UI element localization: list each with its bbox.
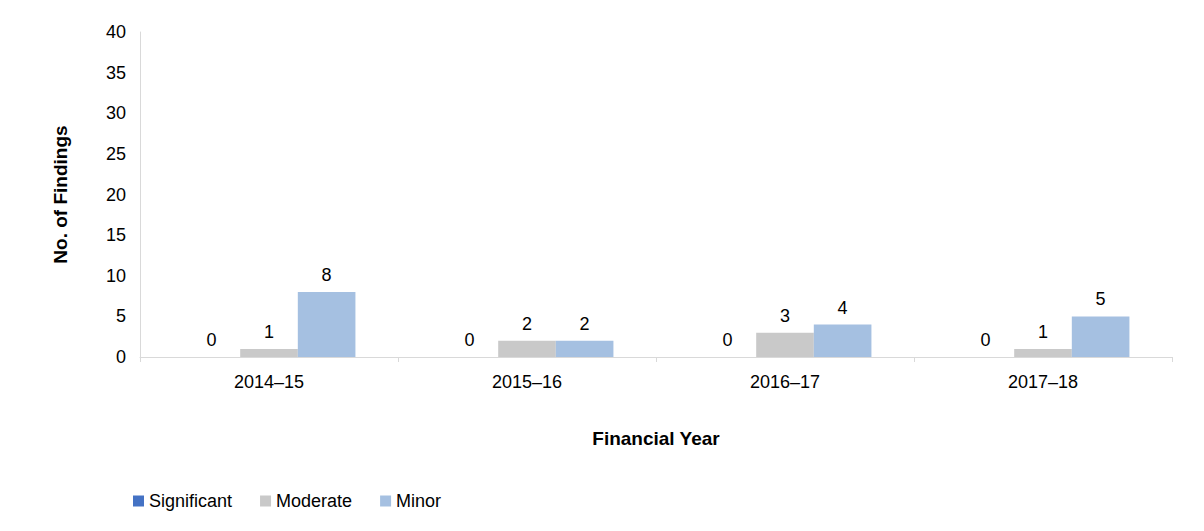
svg-text:1: 1	[1038, 322, 1048, 342]
svg-text:1: 1	[264, 322, 274, 342]
svg-text:No. of Findings: No. of Findings	[50, 125, 71, 263]
svg-text:Financial Year: Financial Year	[592, 428, 720, 449]
svg-text:40: 40	[106, 22, 126, 42]
svg-text:4: 4	[838, 298, 848, 318]
svg-text:2: 2	[522, 314, 532, 334]
svg-text:5: 5	[1096, 289, 1106, 309]
svg-text:Minor: Minor	[396, 491, 441, 511]
svg-text:15: 15	[106, 225, 126, 245]
svg-text:25: 25	[106, 144, 126, 164]
svg-text:0: 0	[206, 330, 216, 350]
svg-text:5: 5	[116, 306, 126, 326]
svg-text:2017–18: 2017–18	[1008, 372, 1078, 392]
svg-text:3: 3	[780, 306, 790, 326]
svg-text:0: 0	[116, 347, 126, 367]
svg-text:2014–15: 2014–15	[234, 372, 304, 392]
svg-text:Moderate: Moderate	[276, 491, 352, 511]
svg-text:Significant: Significant	[149, 491, 232, 511]
svg-text:35: 35	[106, 63, 126, 83]
svg-text:0: 0	[464, 330, 474, 350]
svg-text:10: 10	[106, 266, 126, 286]
svg-text:2016–17: 2016–17	[750, 372, 820, 392]
svg-text:0: 0	[980, 330, 990, 350]
svg-text:20: 20	[106, 185, 126, 205]
svg-text:2015–16: 2015–16	[492, 372, 562, 392]
svg-text:8: 8	[322, 265, 332, 285]
svg-text:30: 30	[106, 103, 126, 123]
svg-text:0: 0	[722, 330, 732, 350]
svg-text:2: 2	[580, 314, 590, 334]
